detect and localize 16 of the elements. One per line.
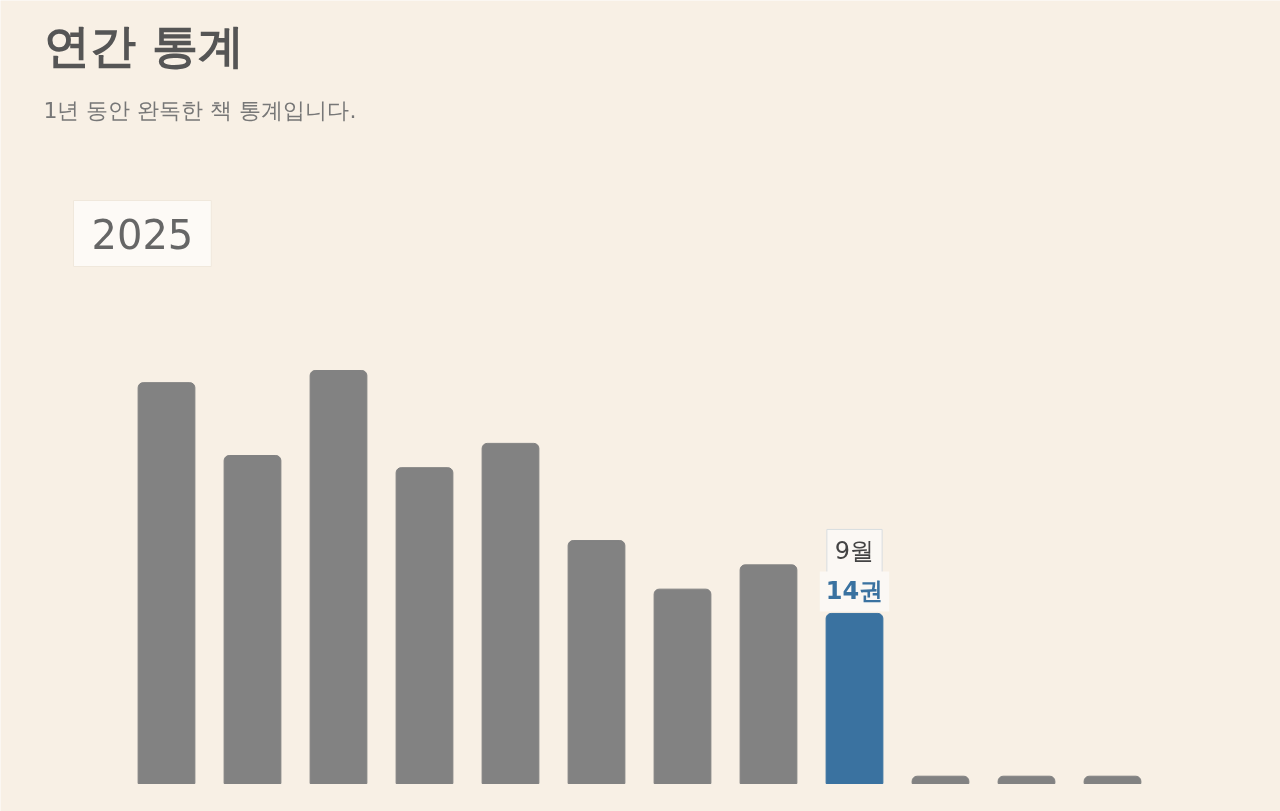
bar: [223, 455, 282, 784]
bar: [653, 588, 712, 784]
bar: [1083, 775, 1142, 784]
bar: [481, 442, 540, 784]
data-label: 14권: [825, 577, 884, 606]
bar: [395, 467, 454, 784]
bar: [309, 370, 368, 784]
bar: [911, 775, 970, 784]
annotation: 9월: [834, 537, 875, 566]
text: 2025: [91, 211, 194, 258]
bar: [567, 540, 626, 784]
bar: [137, 382, 196, 784]
bar: [739, 564, 798, 784]
chart-title: 연간 통계: [43, 18, 244, 73]
bar: [997, 775, 1056, 784]
chart-subtitle: 1년 동안 완독한 책 통계입니다.: [43, 98, 357, 123]
